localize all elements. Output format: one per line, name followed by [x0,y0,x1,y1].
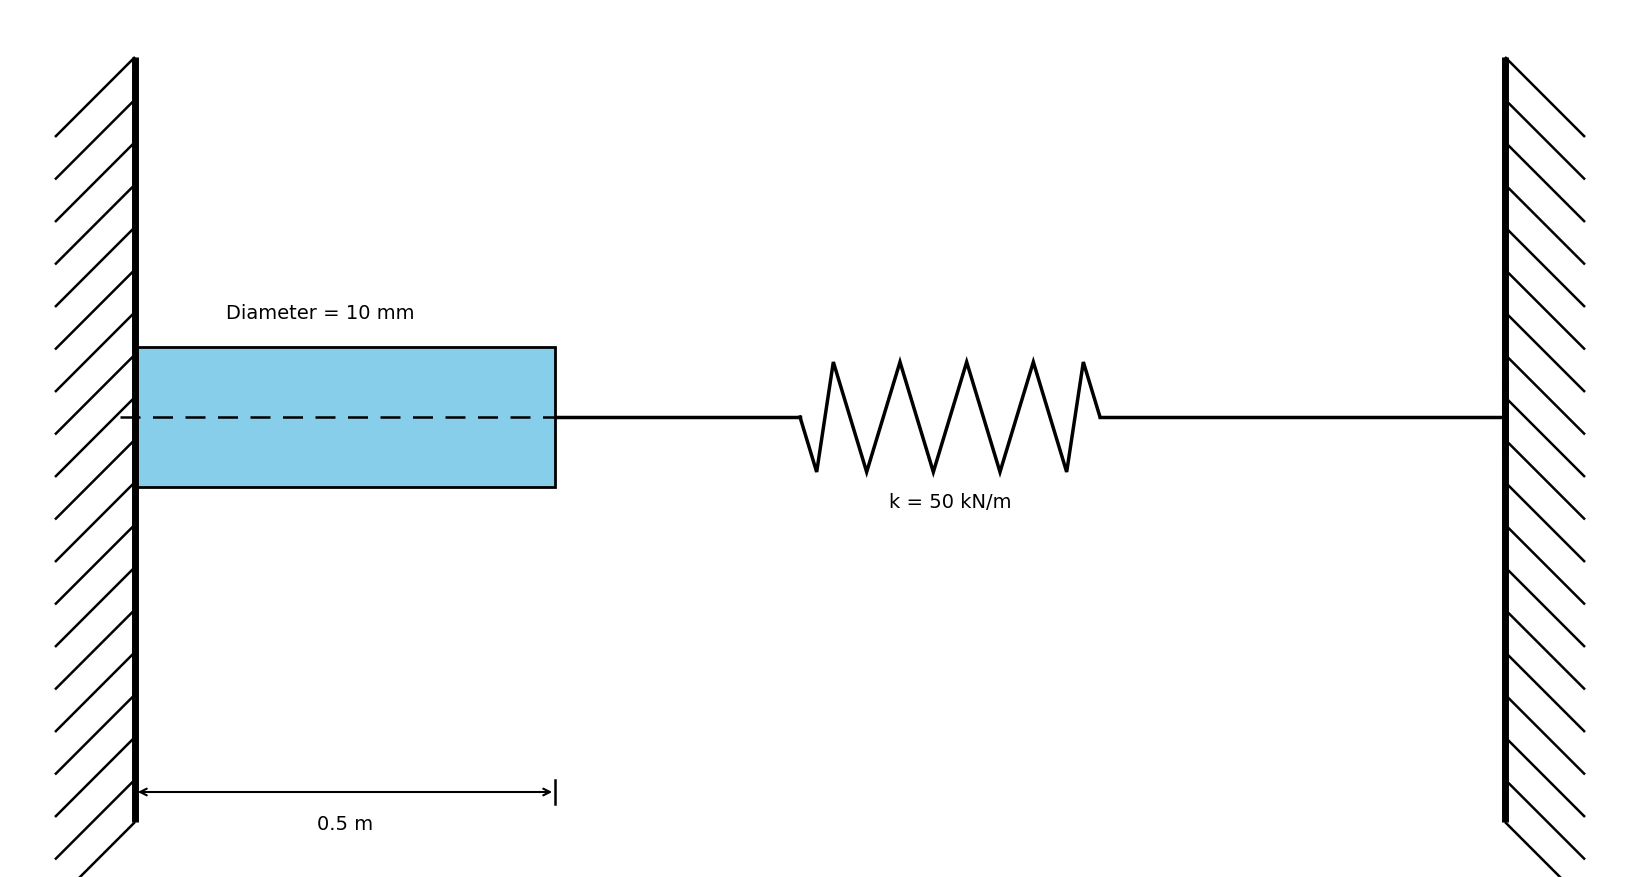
Bar [135,347,555,488]
Text: k = 50 kN/m: k = 50 kN/m [889,493,1011,511]
Text: 0.5 m: 0.5 m [317,814,373,833]
Text: Diameter = 10 mm: Diameter = 10 mm [226,303,414,323]
